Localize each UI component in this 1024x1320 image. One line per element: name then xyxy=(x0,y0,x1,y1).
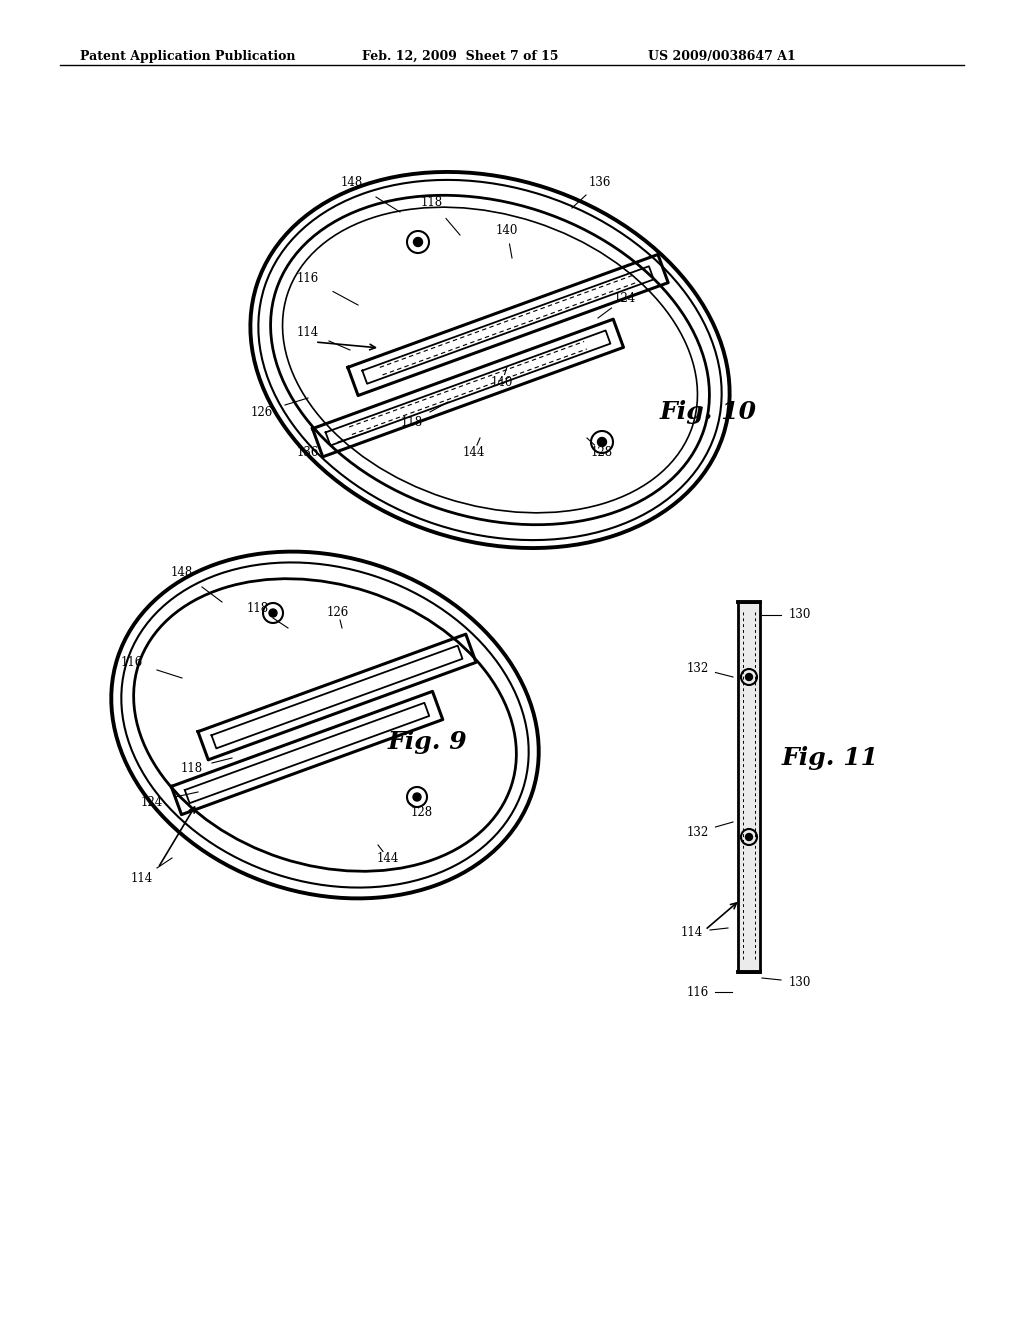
Text: 116: 116 xyxy=(687,986,710,998)
Text: 118: 118 xyxy=(401,416,423,429)
Text: 132: 132 xyxy=(687,661,710,675)
Text: US 2009/0038647 A1: US 2009/0038647 A1 xyxy=(648,50,796,63)
Text: 130: 130 xyxy=(788,975,811,989)
Text: 130: 130 xyxy=(788,609,811,622)
Ellipse shape xyxy=(112,552,539,899)
Text: Feb. 12, 2009  Sheet 7 of 15: Feb. 12, 2009 Sheet 7 of 15 xyxy=(362,50,558,63)
Text: 140: 140 xyxy=(490,375,513,388)
Text: 114: 114 xyxy=(131,871,154,884)
Text: Patent Application Publication: Patent Application Publication xyxy=(80,50,296,63)
Text: 126: 126 xyxy=(327,606,349,619)
Text: 144: 144 xyxy=(377,851,399,865)
Circle shape xyxy=(414,238,423,247)
Text: Fig. 9: Fig. 9 xyxy=(388,730,468,754)
Text: Fig. 10: Fig. 10 xyxy=(660,400,757,424)
Text: 140: 140 xyxy=(496,223,518,236)
Text: 114: 114 xyxy=(297,326,319,338)
Text: 124: 124 xyxy=(141,796,163,808)
Text: 144: 144 xyxy=(463,446,485,458)
Text: 132: 132 xyxy=(687,825,710,838)
Text: 136: 136 xyxy=(589,176,611,189)
Text: 148: 148 xyxy=(171,565,194,578)
Polygon shape xyxy=(738,602,760,972)
Text: 116: 116 xyxy=(297,272,319,285)
Ellipse shape xyxy=(251,172,730,548)
Text: 116: 116 xyxy=(121,656,143,668)
Text: 128: 128 xyxy=(591,446,613,458)
Text: 128: 128 xyxy=(411,805,433,818)
Circle shape xyxy=(745,833,753,841)
Text: 114: 114 xyxy=(681,925,703,939)
Text: Fig. 11: Fig. 11 xyxy=(782,746,879,770)
Text: 148: 148 xyxy=(341,176,364,189)
Text: 118: 118 xyxy=(247,602,269,615)
Text: 124: 124 xyxy=(613,292,636,305)
Text: 118: 118 xyxy=(181,762,203,775)
Circle shape xyxy=(597,437,606,446)
Text: 136: 136 xyxy=(297,446,319,458)
Text: 126: 126 xyxy=(251,405,273,418)
Text: 118: 118 xyxy=(421,195,443,209)
Circle shape xyxy=(745,673,753,681)
Circle shape xyxy=(413,793,421,801)
Circle shape xyxy=(269,609,278,616)
